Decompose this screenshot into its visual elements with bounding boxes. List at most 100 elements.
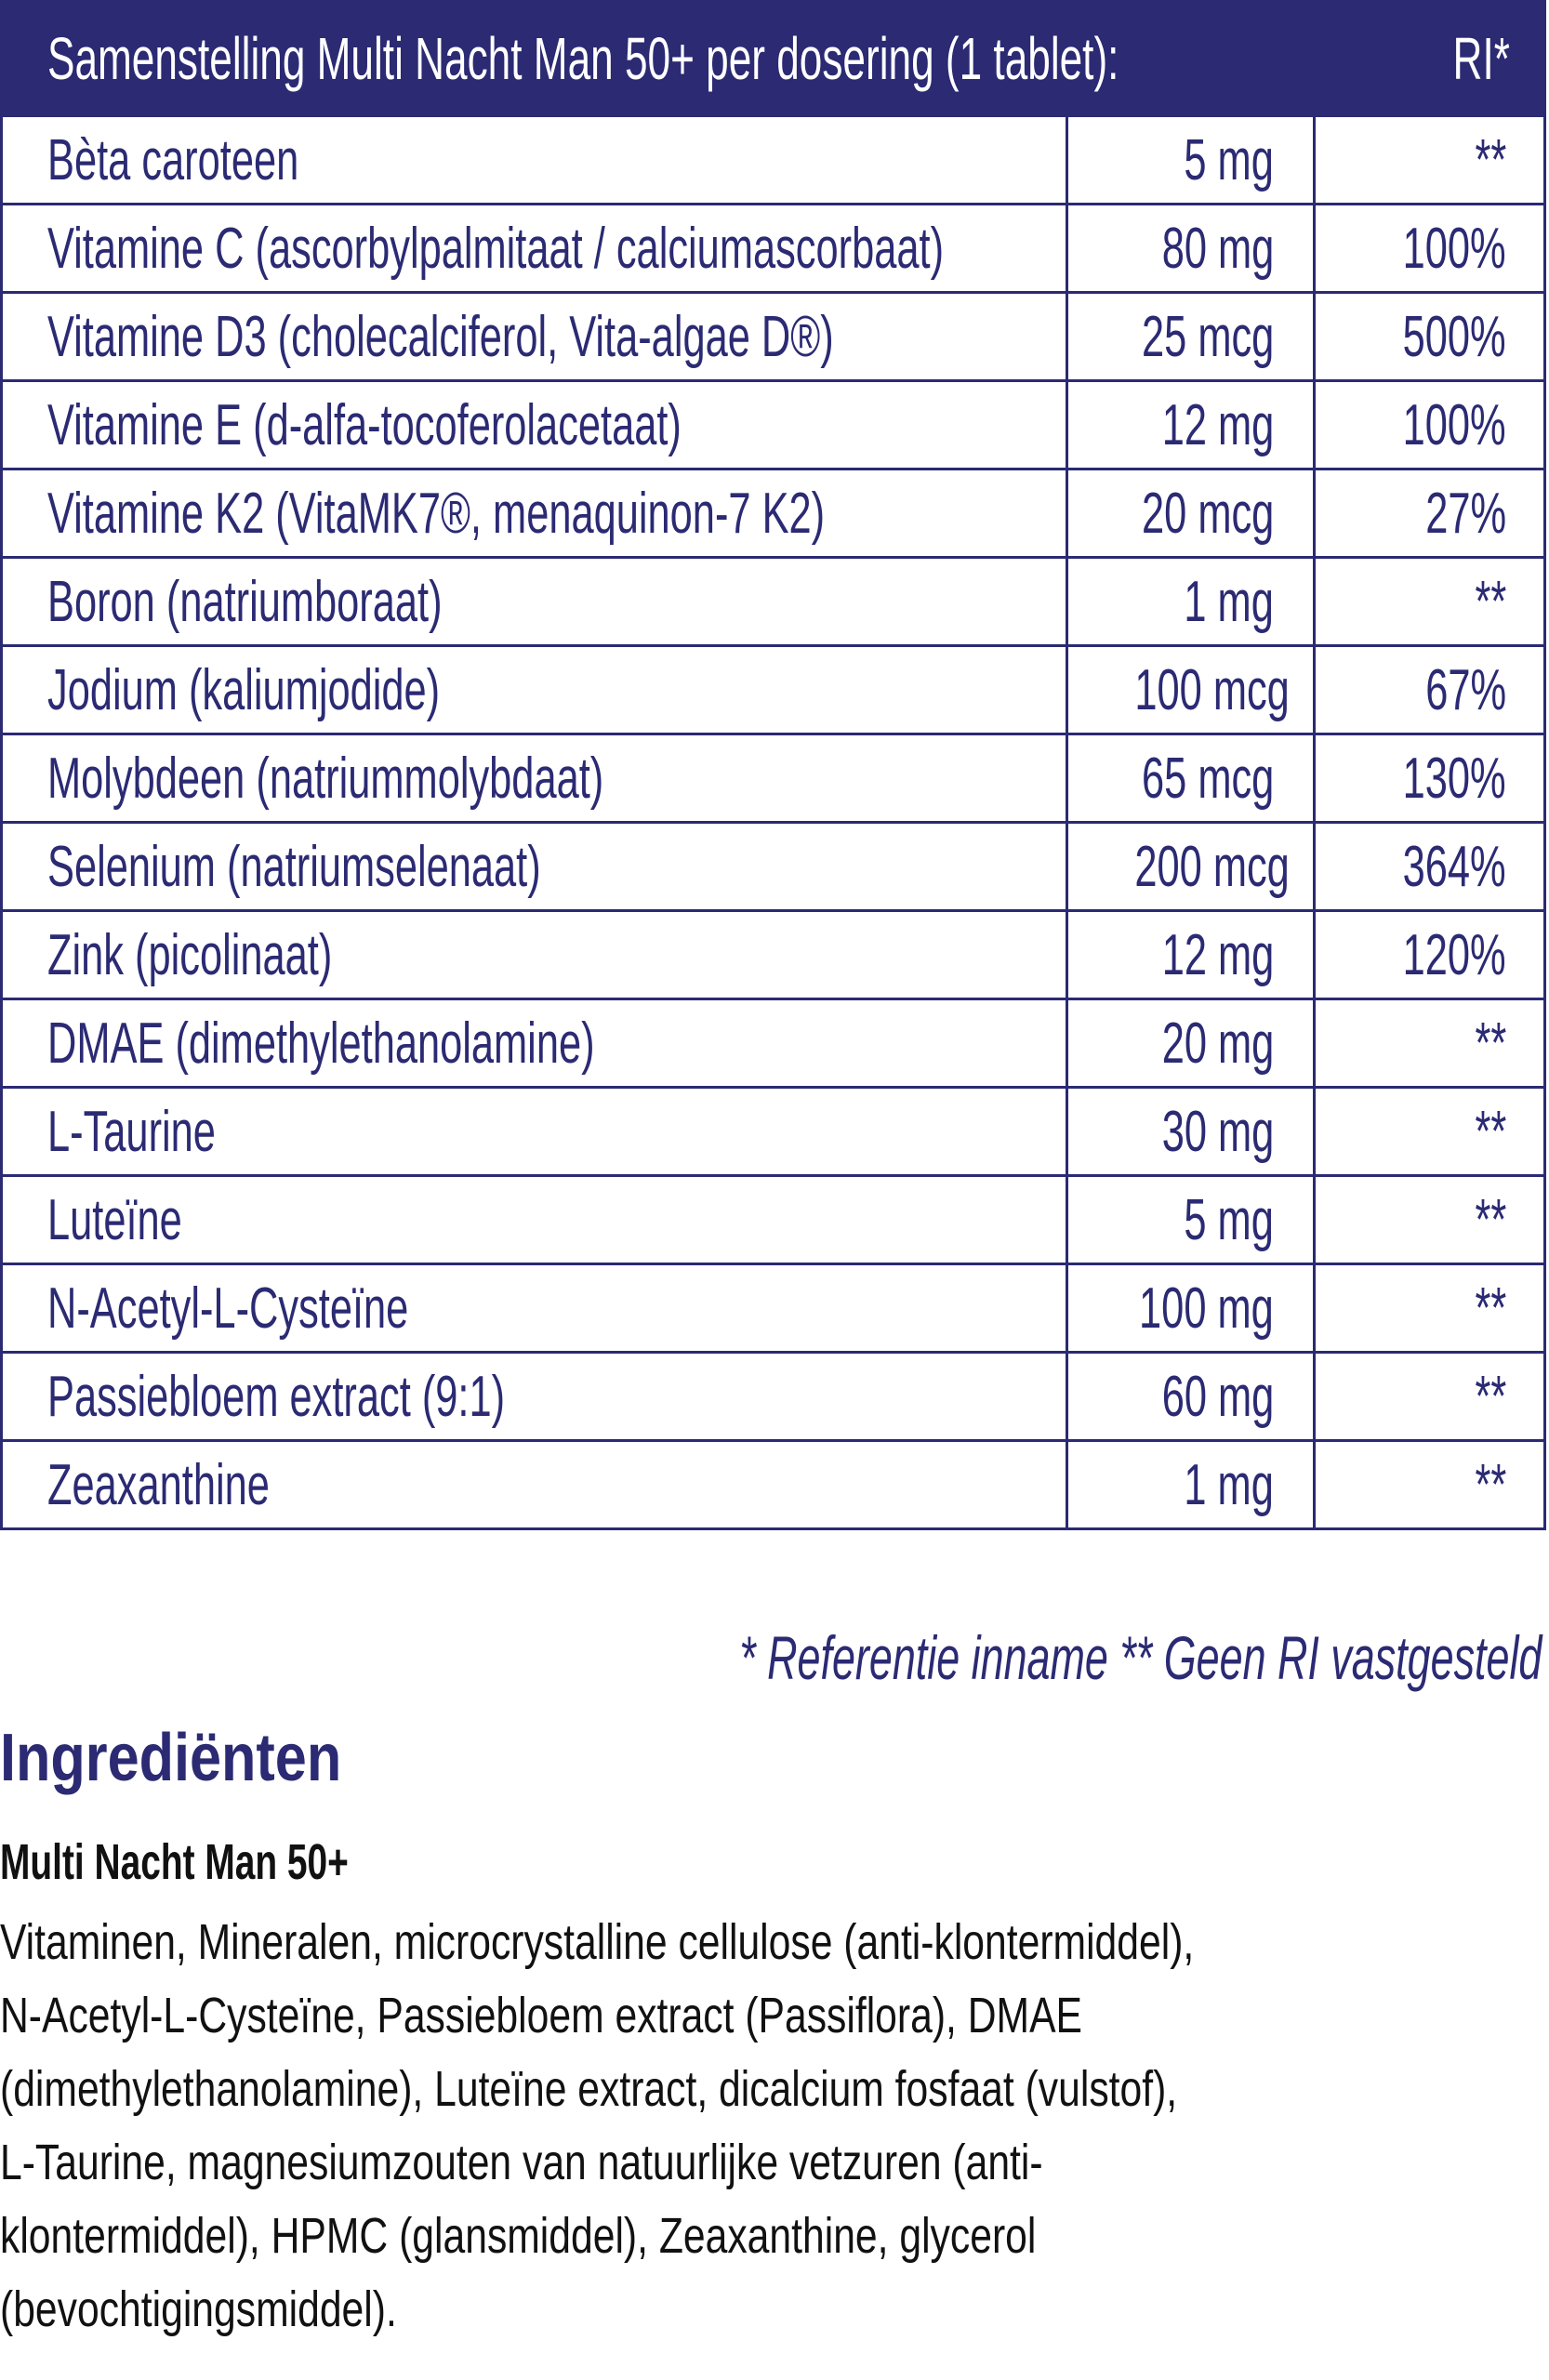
nutrient-name-text: Selenium (natriumselenaat) <box>47 834 541 899</box>
ingredients-heading-text: Ingrediënten <box>0 1721 342 1795</box>
table-row: Molybdeen (natriummolybdaat) 65 mcg 130% <box>0 733 1546 824</box>
ingredients-line-text: Vitaminen, Mineralen, microcrystalline c… <box>0 1914 1195 1970</box>
product-name: Multi Nacht Man 50+ <box>0 1833 484 1891</box>
nutrient-amount: 1 mg <box>1066 1439 1316 1530</box>
nutrient-amount-text: 5 mg <box>1184 1187 1274 1252</box>
nutrient-name-text: Zink (picolinaat) <box>47 922 333 987</box>
nutrient-name: Luteïne <box>0 1174 1068 1265</box>
nutrient-name: DMAE (dimethylethanolamine) <box>0 998 1068 1089</box>
nutrient-amount-text: 100 mg <box>1139 1276 1274 1341</box>
nutrient-ri: ** <box>1313 1086 1546 1177</box>
ingredients-heading: Ingrediënten <box>0 1720 402 1796</box>
nutrient-amount: 80 mg <box>1066 203 1316 294</box>
nutrient-ri: ** <box>1313 1351 1546 1442</box>
nutrient-ri-text: 500% <box>1402 304 1506 369</box>
nutrient-name: Vitamine E (d-alfa-tocoferolacetaat) <box>0 379 1068 470</box>
nutrient-ri: 100% <box>1313 203 1546 294</box>
table-row: Selenium (natriumselenaat) 200 mcg 364% <box>0 821 1546 912</box>
table-row: Vitamine K2 (VitaMK7®, menaquinon-7 K2) … <box>0 468 1546 559</box>
nutrient-name: Passiebloem extract (9:1) <box>0 1351 1068 1442</box>
nutrient-name-text: Jodium (kaliumjodide) <box>47 657 441 722</box>
nutrient-ri-text: ** <box>1475 127 1506 192</box>
nutrient-ri: 130% <box>1313 733 1546 824</box>
table-row: L-Taurine 30 mg ** <box>0 1086 1546 1177</box>
nutrient-amount-text: 100 mcg <box>1134 657 1290 722</box>
nutrient-ri-text: 100% <box>1402 216 1506 281</box>
nutrient-amount: 20 mcg <box>1066 468 1316 559</box>
nutrient-name-text: Vitamine K2 (VitaMK7®, menaquinon-7 K2) <box>47 481 826 546</box>
nutrient-name-text: Luteïne <box>47 1187 182 1252</box>
nutrient-name-text: L-Taurine <box>47 1099 216 1164</box>
nutrient-amount-text: 65 mcg <box>1141 746 1274 811</box>
nutrient-name-text: Molybdeen (natriummolybdaat) <box>47 746 604 811</box>
nutrient-amount-text: 20 mcg <box>1141 481 1274 546</box>
nutrient-amount: 5 mg <box>1066 114 1316 205</box>
nutrient-name: Selenium (natriumselenaat) <box>0 821 1068 912</box>
nutrient-ri-text: ** <box>1475 1099 1506 1164</box>
ri-header-text: RI* <box>1452 25 1510 92</box>
nutrient-amount-text: 1 mg <box>1184 1452 1274 1517</box>
nutrient-ri: ** <box>1313 998 1546 1089</box>
ingredients-line-text: (dimethylethanolamine), Luteïne extract,… <box>0 2061 1178 2117</box>
nutrient-amount-text: 12 mg <box>1161 392 1274 457</box>
nutrient-ri: 27% <box>1313 468 1546 559</box>
ingredients-line: (bevochtigingsmiddel). <box>0 2273 1512 2347</box>
nutrition-table: Samenstelling Multi Nacht Man 50+ per do… <box>0 0 1546 1530</box>
nutrient-name: Zeaxanthine <box>0 1439 1068 1530</box>
nutrient-amount: 65 mcg <box>1066 733 1316 824</box>
nutrient-amount: 25 mcg <box>1066 291 1316 382</box>
nutrient-name: Zink (picolinaat) <box>0 909 1068 1000</box>
nutrient-amount: 5 mg <box>1066 1174 1316 1265</box>
nutrient-name-text: N-Acetyl-L-Cysteïne <box>47 1276 409 1341</box>
ingredients-line-text: klontermiddel), HPMC (glansmiddel), Zeax… <box>0 2208 1037 2264</box>
nutrient-ri: 364% <box>1313 821 1546 912</box>
nutrient-ri-text: ** <box>1475 1452 1506 1517</box>
table-row: Passiebloem extract (9:1) 60 mg ** <box>0 1351 1546 1442</box>
table-row: Vitamine E (d-alfa-tocoferolacetaat) 12 … <box>0 379 1546 470</box>
table-row: Luteïne 5 mg ** <box>0 1174 1546 1265</box>
nutrient-name: Molybdeen (natriummolybdaat) <box>0 733 1068 824</box>
nutrient-name: Jodium (kaliumjodide) <box>0 644 1068 735</box>
nutrient-ri-text: 100% <box>1402 392 1506 457</box>
ingredients-line: Vitaminen, Mineralen, microcrystalline c… <box>0 1906 1512 1979</box>
nutrient-ri: 120% <box>1313 909 1546 1000</box>
table-title: Samenstelling Multi Nacht Man 50+ per do… <box>0 0 1316 117</box>
nutrient-name: Vitamine C (ascorbylpalmitaat / calciuma… <box>0 203 1068 294</box>
nutrient-amount: 60 mg <box>1066 1351 1316 1442</box>
footnote: * Referentie inname ** Geen RI vastgeste… <box>362 1622 1542 1693</box>
ingredients-line: L-Taurine, magnesiumzouten van natuurlij… <box>0 2126 1512 2200</box>
nutrient-ri-text: 27% <box>1425 481 1506 546</box>
ingredients-text: Vitaminen, Mineralen, microcrystalline c… <box>0 1906 1512 2347</box>
nutrient-amount: 100 mg <box>1066 1263 1316 1354</box>
nutrient-amount-text: 60 mg <box>1161 1364 1274 1429</box>
nutrient-ri: ** <box>1313 114 1546 205</box>
nutrient-amount-text: 80 mg <box>1161 216 1274 281</box>
table-row: N-Acetyl-L-Cysteïne 100 mg ** <box>0 1263 1546 1354</box>
nutrient-ri-text: ** <box>1475 1187 1506 1252</box>
nutrient-ri: 100% <box>1313 379 1546 470</box>
nutrient-ri: ** <box>1313 1263 1546 1354</box>
nutrient-name: L-Taurine <box>0 1086 1068 1177</box>
nutrient-ri-text: ** <box>1475 1276 1506 1341</box>
nutrient-ri: 67% <box>1313 644 1546 735</box>
nutrient-ri: ** <box>1313 556 1546 647</box>
nutrient-ri-text: ** <box>1475 569 1506 634</box>
nutrient-ri-text: 67% <box>1425 657 1506 722</box>
nutrient-name: Vitamine K2 (VitaMK7®, menaquinon-7 K2) <box>0 468 1068 559</box>
nutrient-name: Bèta caroteen <box>0 114 1068 205</box>
nutrient-name: Vitamine D3 (cholecalciferol, Vita-algae… <box>0 291 1068 382</box>
table-row: Vitamine D3 (cholecalciferol, Vita-algae… <box>0 291 1546 382</box>
nutrient-amount-text: 200 mcg <box>1134 834 1290 899</box>
ingredients-line-text: L-Taurine, magnesiumzouten van natuurlij… <box>0 2135 1043 2190</box>
nutrient-amount-text: 1 mg <box>1184 569 1274 634</box>
product-name-text: Multi Nacht Man 50+ <box>0 1834 349 1890</box>
table-row: Zink (picolinaat) 12 mg 120% <box>0 909 1546 1000</box>
nutrient-ri-text: 364% <box>1402 834 1506 899</box>
table-row: Boron (natriumboraat) 1 mg ** <box>0 556 1546 647</box>
ingredients-line-text: N-Acetyl-L-Cysteïne, Passiebloem extract… <box>0 1988 1083 2043</box>
nutrient-amount-text: 20 mg <box>1161 1011 1274 1076</box>
nutrient-amount-text: 30 mg <box>1161 1099 1274 1164</box>
nutrient-ri-text: 120% <box>1402 922 1506 987</box>
nutrient-amount-text: 5 mg <box>1184 127 1274 192</box>
table-row: DMAE (dimethylethanolamine) 20 mg ** <box>0 998 1546 1089</box>
